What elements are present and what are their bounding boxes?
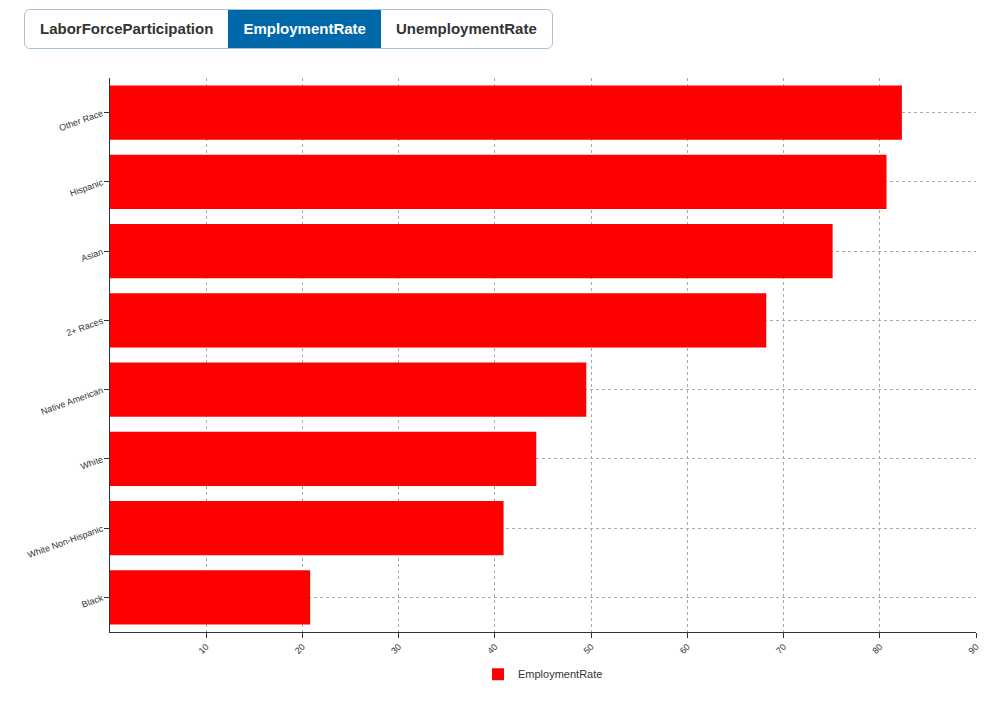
svg-text:Asian: Asian <box>80 246 105 263</box>
svg-text:50: 50 <box>582 642 596 656</box>
svg-text:White: White <box>79 454 104 471</box>
html-text:UnemploymentRate: UnemploymentRate <box>395 20 537 37</box>
svg-text:Other Race: Other Race <box>58 108 105 133</box>
svg-text:10: 10 <box>197 642 211 656</box>
svg-text:20: 20 <box>293 642 307 656</box>
svg-text:Native American: Native American <box>39 385 104 417</box>
html-text:EmploymentRate: EmploymentRate <box>243 20 366 37</box>
svg-text:40: 40 <box>485 642 499 656</box>
svg-text:White Non-Hispanic: White Non-Hispanic <box>26 523 105 560</box>
svg-text:Hispanic: Hispanic <box>69 177 105 198</box>
svg-text:60: 60 <box>678 642 692 656</box>
svg-text:70: 70 <box>774 642 788 656</box>
svg-text:Black: Black <box>80 593 105 610</box>
svg-text:2+ Races: 2+ Races <box>65 316 105 339</box>
svg-text:EmploymentRate: EmploymentRate <box>518 668 602 680</box>
svg-text:80: 80 <box>870 642 884 656</box>
svg-text:90: 90 <box>966 642 980 656</box>
svg-text:30: 30 <box>389 642 403 656</box>
html-text:LaborForceParticipation: LaborForceParticipation <box>40 20 214 37</box>
